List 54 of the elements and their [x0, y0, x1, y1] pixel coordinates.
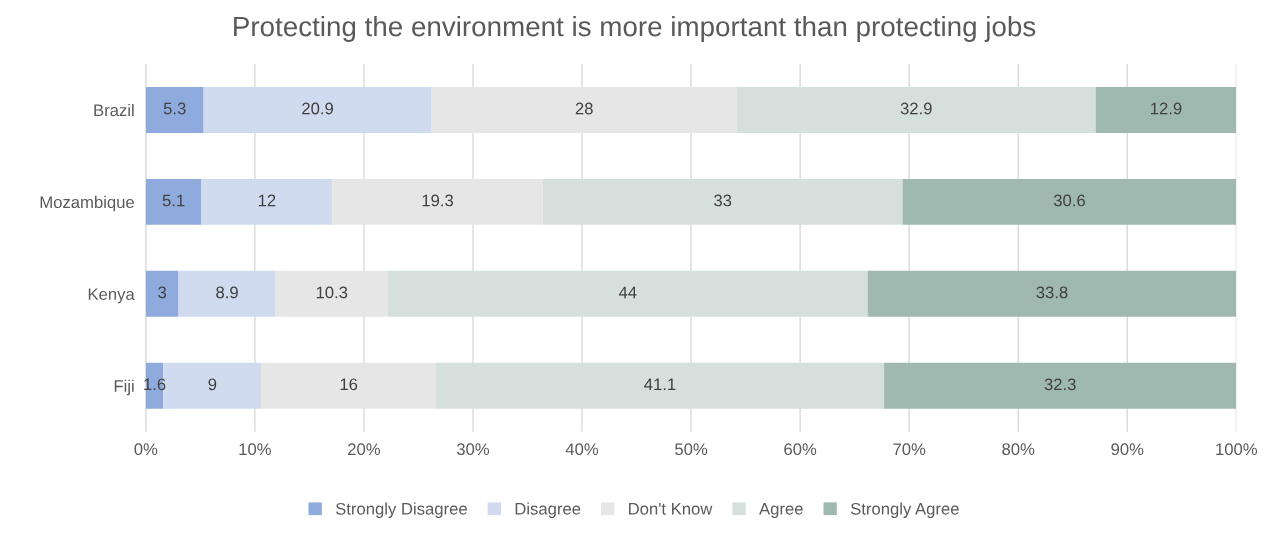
x-tick-label: 30%	[456, 443, 490, 456]
bar	[867, 270, 1237, 317]
bar	[178, 270, 276, 317]
x-tick-label: 70%	[893, 443, 926, 456]
data-label: 16	[340, 378, 358, 391]
bar	[431, 86, 737, 133]
legend-label: Don't Know	[629, 503, 713, 515]
data-label: 28	[575, 102, 593, 115]
legend-label: Strongly Agree	[850, 502, 959, 518]
x-tick-label: 50%	[675, 443, 708, 456]
data-label: 12.9	[1151, 102, 1182, 115]
data-label: 19.3	[422, 194, 454, 207]
bar	[1095, 86, 1237, 133]
data-label: 33.8	[1036, 286, 1068, 299]
bar	[275, 270, 388, 317]
bar	[332, 178, 543, 225]
y-tick-label: Mozambique	[40, 195, 134, 212]
y-tick-label: Brazil	[94, 103, 134, 117]
y-tick-label: Fiji	[114, 379, 134, 396]
bar	[902, 178, 1237, 225]
data-label: 5.3	[163, 102, 186, 115]
data-label: 8.9	[216, 286, 238, 299]
x-tick-label: 80%	[1002, 443, 1035, 456]
bar	[884, 362, 1237, 409]
data-label: 41.1	[644, 378, 676, 391]
data-label: 12	[258, 194, 276, 207]
x-tick-label: 90%	[1111, 443, 1144, 456]
legend-label: Agree	[759, 503, 803, 518]
data-label: 9	[208, 378, 217, 391]
data-label: 20.9	[302, 102, 333, 115]
bar	[203, 86, 432, 133]
legend-label: Disagree	[515, 502, 581, 518]
x-tick-label: 100%	[1216, 443, 1258, 456]
legend-label: Strongly Disagree	[335, 502, 467, 518]
bar	[201, 178, 333, 225]
x-tick-label: 60%	[784, 443, 817, 456]
bar	[145, 270, 179, 317]
data-label: 3	[158, 286, 167, 299]
data-label: 44	[618, 286, 637, 299]
chart-title: Protecting the environment is more important than protecting jobs	[234, 15, 1036, 42]
data-label: 10.3	[316, 286, 348, 299]
x-tick-label: 10%	[239, 443, 271, 456]
data-label: 32.9	[900, 102, 932, 115]
x-tick-label: 0%	[134, 443, 158, 456]
x-tick-label: 40%	[565, 443, 599, 456]
y-tick-label: Kenya	[88, 288, 135, 304]
data-label: 30.6	[1053, 194, 1085, 207]
bar	[145, 178, 202, 225]
x-tick-label: 20%	[348, 443, 380, 456]
bar	[145, 86, 204, 133]
data-label: 5.1	[162, 194, 185, 207]
bar	[261, 362, 436, 409]
data-label: 32.3	[1044, 378, 1076, 391]
data-label: 33	[714, 194, 732, 207]
